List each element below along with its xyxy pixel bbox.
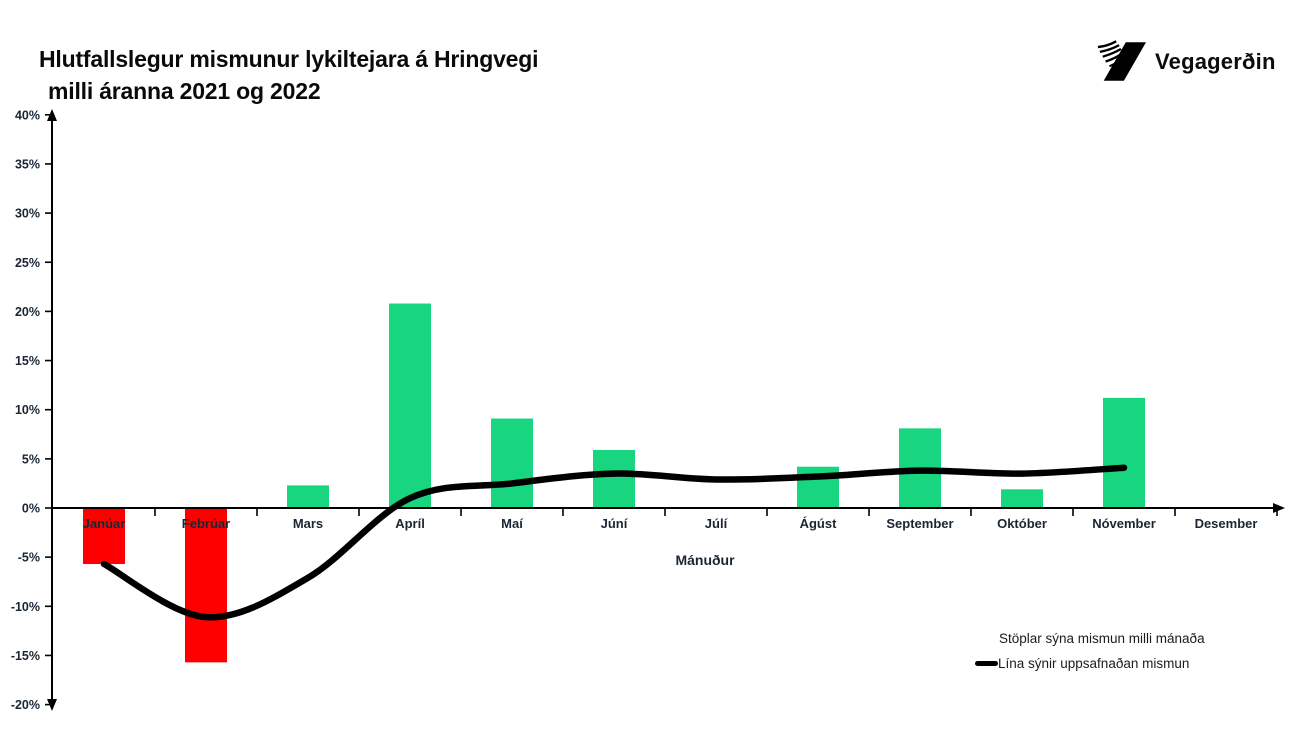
month-label-Nóvember: Nóvember <box>1092 516 1156 531</box>
month-label-September: September <box>886 516 953 531</box>
legend-line-marker-icon <box>975 661 998 666</box>
y-tick-label: -20% <box>11 698 40 712</box>
legend-line-label: Lína sýnir uppsafnaðan mismun <box>998 656 1190 671</box>
y-tick-label: 40% <box>15 108 40 122</box>
month-label-Ágúst: Ágúst <box>800 516 838 531</box>
x-axis-right-arrow <box>1273 503 1285 513</box>
month-label-Febrúar: Febrúar <box>182 516 230 531</box>
month-label-Desember: Desember <box>1195 516 1258 531</box>
bar-Október <box>1001 489 1043 508</box>
bar-Mars <box>287 485 329 508</box>
chart-title: Hlutfallslegur mismunur lykiltejara á Hr… <box>39 43 538 107</box>
bar-Júní <box>593 450 635 508</box>
legend-bars-spacer <box>975 636 999 641</box>
vegagerdin-logo: Vegagerðin <box>1096 40 1276 83</box>
y-tick-label: -10% <box>11 600 40 614</box>
legend-entry-bars: Stöplar sýna mismun milli mánaða <box>975 630 1205 647</box>
y-tick-label: 20% <box>15 305 40 319</box>
y-tick-label: -5% <box>18 551 40 565</box>
legend-bars-label: Stöplar sýna mismun milli mánaða <box>999 631 1205 646</box>
bar-Janúar <box>83 508 125 565</box>
vegagerdin-logo-text: Vegagerðin <box>1155 48 1276 74</box>
bar-Febrúar <box>185 508 227 663</box>
y-tick-label: -15% <box>11 649 40 663</box>
bar-Maí <box>491 418 533 508</box>
y-tick-label: 35% <box>15 157 40 171</box>
cumulative-line <box>100 464 1128 621</box>
legend-entry-line: Lína sýnir uppsafnaðan mismun <box>975 655 1205 672</box>
x-axis-title: Mánuður <box>675 552 735 568</box>
month-label-Janúar: Janúar <box>83 516 126 531</box>
y-tick-label: 0% <box>22 502 40 516</box>
month-label-Apríl: Apríl <box>395 516 425 531</box>
vegagerdin-logo-icon <box>1097 40 1146 81</box>
month-label-Maí: Maí <box>501 516 523 531</box>
chart-title-line1: Hlutfallslegur mismunur lykiltejara á Hr… <box>39 46 539 72</box>
month-label-Júlí: Júlí <box>705 516 728 531</box>
y-tick-label: 10% <box>15 403 40 417</box>
month-label-Mars: Mars <box>293 516 323 531</box>
y-tick-label: 30% <box>15 207 40 221</box>
chart-title-line2: milli áranna 2021 og 2022 <box>48 78 321 104</box>
y-tick-label: 25% <box>15 256 40 270</box>
chart-legend: Stöplar sýna mismun milli mánaða Lína sý… <box>975 630 1205 680</box>
y-tick-label: 5% <box>22 452 40 466</box>
y-tick-label: 15% <box>15 354 40 368</box>
month-label-Júní: Júní <box>601 516 628 531</box>
month-label-Október: Október <box>997 516 1047 531</box>
bar-Nóvember <box>1103 397 1145 508</box>
bar-Apríl <box>389 303 431 508</box>
